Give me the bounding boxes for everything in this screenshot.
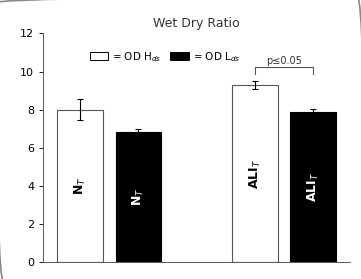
Bar (290, 112, 336, 262)
Text: p≤0.05: p≤0.05 (266, 56, 302, 66)
Bar (232, 85, 278, 262)
Text: ALI$_T$: ALI$_T$ (306, 172, 321, 202)
Text: N$_T$: N$_T$ (73, 177, 88, 195)
Legend: = OD H$_{ds}$, = OD L$_{ds}$: = OD H$_{ds}$, = OD L$_{ds}$ (85, 45, 245, 68)
Bar (116, 132, 161, 262)
Bar (57, 110, 103, 262)
Text: N$_T$: N$_T$ (131, 188, 146, 206)
Text: ALI$_T$: ALI$_T$ (248, 158, 262, 189)
Title: Wet Dry Ratio: Wet Dry Ratio (153, 16, 240, 30)
